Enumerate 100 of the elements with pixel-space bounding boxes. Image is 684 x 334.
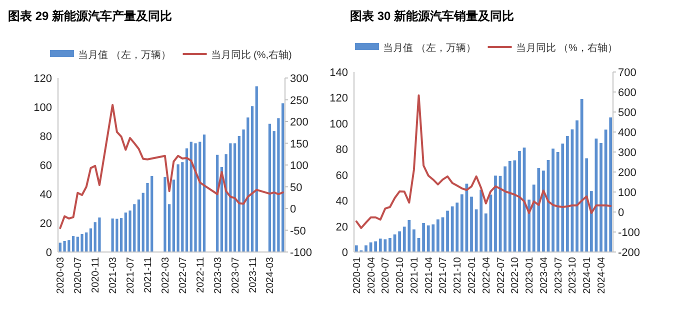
- y2-tick-label: -50: [290, 225, 306, 238]
- y-tick-label: 40: [336, 196, 348, 208]
- x-tick-label: 2022-11: [195, 256, 206, 293]
- y2-tick-label: 200: [618, 167, 636, 179]
- x-tick-label: 2021-07: [126, 256, 137, 294]
- y2-tick-label: 400: [618, 127, 636, 139]
- bar: [364, 245, 368, 252]
- bar: [80, 234, 84, 252]
- x-tick-label: 2020-11: [90, 256, 102, 293]
- y-tick-label: 40: [40, 189, 52, 201]
- y2-tick-label: 150: [290, 138, 308, 150]
- y2-tick-label: 250: [290, 94, 308, 107]
- y2-tick-label: 500: [618, 107, 636, 119]
- legend-label: 当月同比 （%，右轴）: [516, 42, 618, 54]
- x-tick-label: 2021-03: [108, 256, 120, 294]
- bar: [194, 143, 197, 252]
- x-tick-label: 2023-10: [568, 256, 579, 294]
- y-tick-label: 120: [330, 92, 348, 105]
- y2-tick-label: 0: [290, 204, 296, 216]
- x-tick-label: 2020-04: [366, 256, 378, 294]
- bar: [566, 136, 569, 252]
- y-tick-label: 60: [40, 160, 52, 172]
- bar: [480, 190, 483, 252]
- x-tick-label: 2024-01: [582, 256, 594, 294]
- line-series: [355, 94, 612, 229]
- x-tick-label: 2020-03: [56, 256, 67, 294]
- bar: [185, 148, 188, 252]
- bar: [89, 228, 92, 252]
- bar: [250, 106, 254, 252]
- x-tick-label: 2023-04: [538, 256, 550, 294]
- y-tick-label: 80: [336, 144, 348, 156]
- y2-tick-label: -200: [618, 247, 640, 259]
- y2-tick-label: 300: [618, 147, 636, 159]
- bar: [412, 229, 416, 252]
- bar: [229, 143, 232, 252]
- bar: [460, 194, 464, 252]
- x-tick-label: 2023-07: [230, 256, 242, 294]
- bar: [176, 164, 180, 252]
- x-tick-label: 2020-07: [380, 256, 392, 294]
- bar: [202, 134, 206, 252]
- chart-title: 图表 29 新能源汽车产量及同比: [8, 9, 172, 23]
- bar: [446, 210, 449, 252]
- bar: [116, 218, 118, 252]
- bar: [470, 196, 473, 252]
- y-tick-label: 140: [330, 67, 348, 79]
- bar: [164, 177, 166, 252]
- bar: [590, 191, 593, 252]
- x-tick-label: 2020-07: [73, 256, 84, 294]
- x-tick-label: 2022-04: [481, 256, 492, 294]
- x-tick-label: 2024-04: [596, 256, 608, 294]
- y2-tick-label: -100: [290, 247, 312, 259]
- y-tick-label: 80: [40, 131, 52, 143]
- y-tick-label: 0: [342, 247, 348, 259]
- bar: [552, 148, 554, 252]
- x-tick-label: 2022-07: [496, 256, 507, 294]
- y2-tick-label: 200: [290, 116, 308, 128]
- x-tick-label: 2022-07: [178, 256, 189, 294]
- x-tick-label: 2023-07: [553, 256, 564, 294]
- y-tick-label: 100: [34, 102, 52, 114]
- x-tick-label: 2024-03: [265, 256, 276, 294]
- x-tick-label: 2020-10: [395, 256, 406, 294]
- x-tick-label: 2022-03: [160, 256, 172, 294]
- y2-tick-label: 700: [618, 67, 636, 79]
- bar: [609, 117, 612, 252]
- y-tick-label: 20: [336, 221, 348, 234]
- bar: [576, 120, 578, 252]
- bar: [398, 231, 402, 252]
- bar: [600, 142, 602, 252]
- y-tick-label: 100: [330, 118, 348, 130]
- y2-tick-label: 50: [290, 182, 302, 194]
- bar: [542, 170, 545, 252]
- bar: [484, 213, 488, 252]
- x-tick-label: 2020-01: [352, 256, 363, 294]
- bar: [72, 236, 75, 252]
- x-tick-label: 2021-10: [452, 256, 464, 294]
- y2-tick-label: 100: [618, 187, 636, 199]
- x-tick-label: 2021-11: [142, 256, 154, 293]
- line-series: [59, 104, 284, 230]
- bar: [388, 238, 392, 252]
- y2-tick-label: 100: [290, 160, 308, 172]
- y2-tick-label: 600: [618, 87, 636, 99]
- x-tick-label: 2022-01: [467, 256, 478, 294]
- chart-title: 图表 30 新能源汽车销量及同比: [350, 9, 514, 23]
- bar: [504, 166, 507, 252]
- x-tick-label: 2021-04: [424, 256, 435, 294]
- x-tick-label: 2023-11: [248, 256, 259, 293]
- bar: [528, 200, 531, 252]
- bar: [137, 200, 140, 252]
- x-tick-label: 2022-10: [510, 256, 522, 294]
- bar: [233, 143, 236, 252]
- legend-label: 当月值 （左，万辆）: [383, 42, 476, 54]
- bar: [422, 222, 425, 252]
- bar: [120, 218, 123, 252]
- x-tick-label: 2023-01: [524, 256, 536, 294]
- bar: [98, 217, 101, 252]
- bar: [494, 176, 497, 252]
- x-tick-label: 2021-01: [409, 256, 420, 294]
- y2-tick-label: 0: [618, 207, 624, 219]
- x-tick-label: 2023-03: [212, 256, 224, 294]
- bar: [255, 86, 258, 252]
